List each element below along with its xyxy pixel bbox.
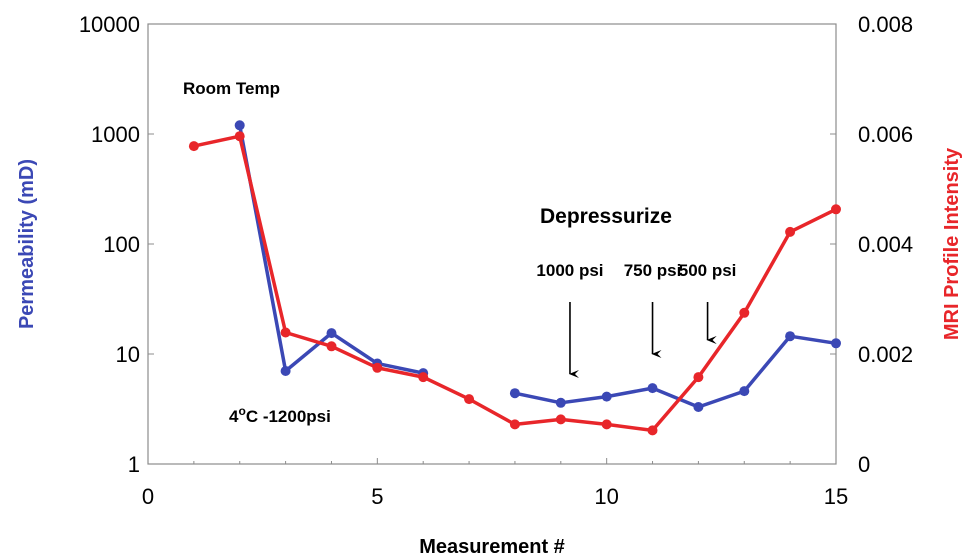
data-point-mri (601, 419, 612, 430)
pressure-arrow-label: 500 psi (679, 261, 737, 280)
y-right-tick-label: 0.002 (858, 342, 913, 367)
y-right-tick-label: 0.006 (858, 122, 913, 147)
y-right-axis-title: MRI Profile Intensity (941, 147, 963, 340)
data-point-permeability (234, 120, 245, 131)
data-point-mri (647, 425, 658, 436)
data-point-mri (739, 307, 750, 318)
x-tick-label: 10 (594, 484, 618, 509)
data-point-mri (234, 131, 245, 142)
data-point-mri (509, 419, 520, 430)
y-left-tick-label: 10 (116, 342, 140, 367)
pressure-arrow: 500 psi (679, 261, 737, 344)
data-point-mri (188, 141, 199, 152)
y-left-tick-label: 1000 (91, 122, 140, 147)
series-mri (188, 131, 841, 436)
depressurize-annotation: Depressurize (540, 205, 672, 228)
data-point-mri (555, 414, 566, 425)
y-right-tick-label: 0.004 (858, 232, 913, 257)
data-point-mri (280, 327, 291, 338)
x-tick-label: 0 (142, 484, 154, 509)
data-point-permeability (739, 386, 750, 397)
cold-condition-degree: o (238, 404, 245, 418)
pressure-arrow-label: 1000 psi (536, 261, 603, 280)
room-temp-annotation: Room Temp (183, 79, 280, 98)
data-point-permeability (647, 383, 658, 394)
x-tick-label: 5 (371, 484, 383, 509)
data-point-permeability (509, 388, 520, 399)
data-point-permeability (693, 402, 704, 412)
data-point-mri (693, 372, 704, 383)
x-axis-title: Measurement # (419, 536, 565, 558)
data-point-permeability (280, 366, 291, 376)
y-left-tick-label: 10000 (79, 12, 140, 37)
data-point-mri (831, 204, 841, 215)
axes-layer: 0 5 10 15 1 10 100 1000 10000 0 0.002 0.004 0.006 0.0… (79, 12, 913, 509)
data-point-permeability (326, 328, 337, 339)
pressure-arrow: 1000 psi (536, 261, 604, 378)
data-point-permeability (601, 391, 612, 402)
cold-condition-annotation: 4oC -1200psi (229, 404, 331, 426)
data-point-mri (372, 362, 383, 373)
y-left-tick-label: 100 (103, 232, 140, 257)
pressure-arrow-label: 750 psi (624, 261, 682, 280)
data-point-permeability (785, 331, 796, 342)
y-right-tick-label: 0.008 (858, 12, 913, 37)
data-point-permeability (831, 338, 841, 349)
data-point-mri (785, 226, 796, 237)
series-line-permeability (514, 334, 837, 409)
series-layer (188, 120, 841, 436)
pressure-arrow: 750 psi (624, 261, 682, 358)
data-point-permeability (555, 397, 566, 408)
y-right-tick-label: 0 (858, 452, 870, 477)
data-point-mri (326, 341, 337, 352)
data-point-mri (418, 372, 429, 383)
y-left-tick-label: 1 (128, 452, 140, 477)
data-point-mri (464, 394, 475, 405)
cold-condition-rest: C -1200psi (246, 407, 331, 426)
y-left-axis-title: Permeability (mD) (16, 159, 38, 329)
cold-condition-base: 4 (229, 407, 239, 426)
x-tick-label: 15 (824, 484, 848, 509)
